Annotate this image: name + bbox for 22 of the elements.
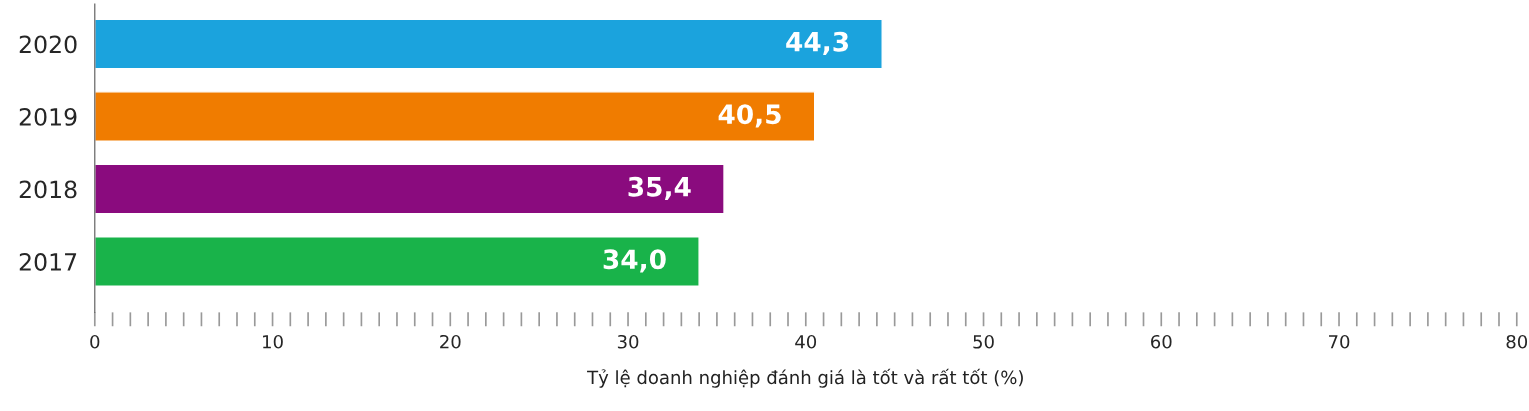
x-tick-label: 80 — [1506, 334, 1528, 349]
data-label: 44,3 — [786, 31, 848, 56]
y-tick-label: 2018 — [19, 180, 77, 199]
x-tick-label: 0 — [90, 334, 100, 349]
bar — [94, 18, 883, 70]
bar — [94, 163, 725, 215]
x-tick-label: 50 — [973, 334, 994, 349]
y-tick-label: 2019 — [19, 107, 77, 126]
data-label: 40,5 — [718, 104, 781, 128]
x-tick-label: 60 — [1151, 334, 1172, 349]
y-tick-label: 2020 — [19, 35, 77, 54]
y-tick-label: 2017 — [19, 253, 77, 271]
data-label: 35,4 — [628, 176, 691, 201]
data-label: 34,0 — [603, 249, 666, 273]
x-tick-label: 10 — [263, 334, 283, 349]
x-axis-title: Tỷ lệ doanh nghiệp đánh giá là tốt và rất tốt (%) — [587, 368, 1023, 388]
bar — [94, 91, 816, 142]
x-tick-label: 30 — [617, 334, 639, 349]
x-tick-label: 70 — [1329, 334, 1350, 349]
x-tick-label: 20 — [440, 334, 461, 349]
bar — [94, 236, 700, 287]
x-tick-label: 40 — [795, 334, 817, 349]
